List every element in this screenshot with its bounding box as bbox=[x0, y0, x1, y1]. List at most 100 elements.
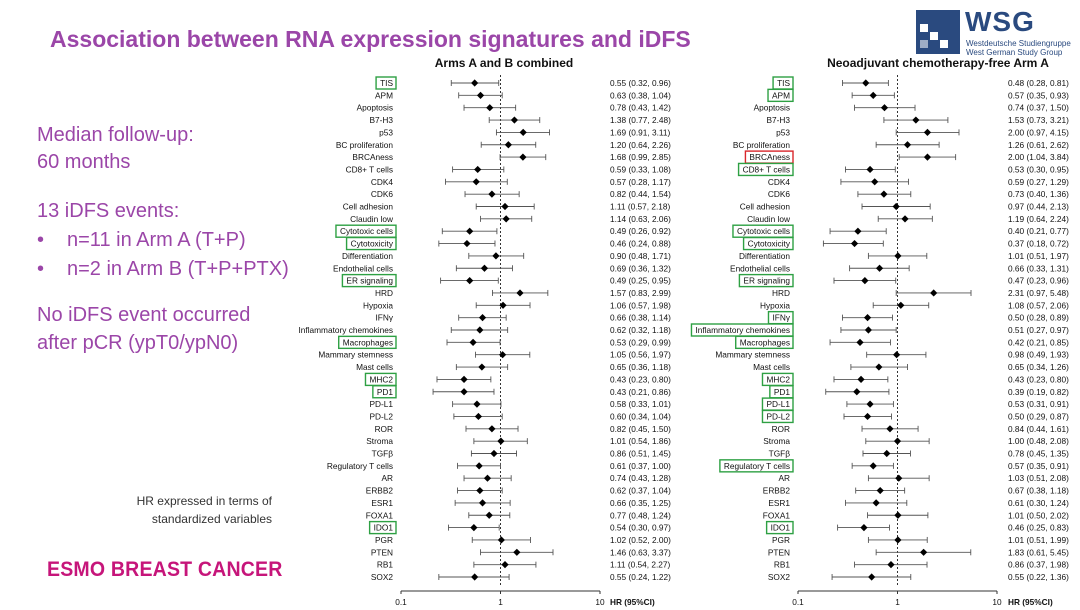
row-label: Endothelial cells bbox=[333, 263, 393, 273]
hr-value-text: 1.26 (0.61, 2.62) bbox=[1008, 140, 1069, 150]
row-label: p53 bbox=[379, 127, 393, 137]
row-label: BC proliferation bbox=[733, 140, 791, 150]
forest-row: TIS 0.48 (0.28, 0.81) bbox=[772, 76, 1069, 90]
hr-value-text: 0.62 (0.37, 1.04) bbox=[610, 486, 671, 496]
forest-row: ER signaling 0.49 (0.25, 0.95) bbox=[341, 273, 671, 288]
hr-point bbox=[460, 388, 468, 396]
hr-value-text: 0.57 (0.35, 0.93) bbox=[1008, 90, 1069, 100]
hr-point bbox=[876, 486, 884, 495]
x-axis-label: HR (95%CI) bbox=[1008, 597, 1053, 607]
hr-point bbox=[894, 536, 902, 544]
forest-row: BRCAness 1.68 (0.99, 2.85) bbox=[352, 152, 671, 162]
hr-value-text: 0.48 (0.28, 0.81) bbox=[1008, 78, 1069, 88]
row-label: SOX2 bbox=[371, 572, 394, 582]
hr-point bbox=[856, 338, 864, 346]
row-label: MHC2 bbox=[766, 374, 790, 384]
hr-point bbox=[864, 326, 873, 334]
row-label: B7-H3 bbox=[766, 115, 790, 125]
hr-point bbox=[474, 412, 483, 421]
hr-point bbox=[912, 116, 920, 124]
row-label: B7-H3 bbox=[369, 115, 393, 125]
hr-value-text: 0.49 (0.26, 0.92) bbox=[610, 226, 671, 236]
hr-value-text: 0.58 (0.33, 1.01) bbox=[610, 399, 671, 409]
row-label: TIS bbox=[380, 78, 393, 88]
hr-value-text: 1.02 (0.52, 2.00) bbox=[610, 535, 671, 545]
forest-row: Mammary stemness 0.98 (0.49, 1.93) bbox=[715, 350, 1069, 360]
hr-value-text: 0.65 (0.36, 1.18) bbox=[610, 362, 671, 372]
hr-point bbox=[510, 116, 519, 124]
wsg-logo: WSG Westdeutsche Studiengruppe West Germ… bbox=[916, 6, 1076, 58]
hr-value-text: 1.01 (0.50, 2.02) bbox=[1008, 510, 1069, 520]
hr-value-text: 0.55 (0.32, 0.96) bbox=[610, 78, 671, 88]
highlight-box bbox=[341, 273, 397, 288]
x-tick-label: 1 bbox=[895, 597, 900, 607]
forest-row: MHC2 0.43 (0.23, 0.80) bbox=[761, 372, 1069, 387]
hr-value-text: 0.53 (0.30, 0.95) bbox=[1008, 164, 1069, 174]
row-label: ER signaling bbox=[346, 276, 393, 286]
row-label: ROR bbox=[772, 424, 790, 434]
highlight-box bbox=[372, 385, 397, 399]
row-label: CDK6 bbox=[768, 189, 791, 199]
forest-row: IFNγ 0.50 (0.28, 0.89) bbox=[767, 310, 1069, 325]
hr-point bbox=[497, 536, 505, 544]
highlight-box bbox=[345, 236, 397, 251]
row-label: APM bbox=[375, 90, 393, 100]
hr-value-text: 0.74 (0.43, 1.28) bbox=[610, 473, 671, 483]
hr-point bbox=[903, 141, 912, 149]
forest-row: AR 1.03 (0.51, 2.08) bbox=[778, 473, 1069, 483]
forest-row: CDK4 0.57 (0.28, 1.17) bbox=[371, 177, 671, 187]
highlight-box bbox=[368, 520, 397, 535]
forest-row: APM 0.63 (0.38, 1.04) bbox=[375, 90, 671, 100]
forest-row: PD-L2 0.50 (0.29, 0.87) bbox=[761, 409, 1069, 424]
x-tick-label: 10 bbox=[595, 597, 605, 607]
forest-row: CDK6 0.82 (0.44, 1.54) bbox=[371, 189, 671, 199]
forest-row: B7-H3 1.38 (0.77, 2.48) bbox=[369, 115, 671, 125]
highlight-box bbox=[375, 76, 397, 90]
hr-point bbox=[850, 239, 859, 248]
row-label: ERBB2 bbox=[366, 486, 394, 496]
forest-row: BC proliferation 1.20 (0.64, 2.26) bbox=[336, 140, 671, 150]
hr-value-text: 1.11 (0.57, 2.18) bbox=[610, 202, 671, 212]
row-label: Cytotoxic cells bbox=[340, 226, 393, 236]
forest-row: MHC2 0.43 (0.23, 0.80) bbox=[364, 372, 671, 387]
hr-point bbox=[463, 239, 471, 248]
hr-value-text: 1.14 (0.63, 2.06) bbox=[610, 214, 671, 224]
hr-point bbox=[501, 561, 509, 569]
hr-value-text: 0.61 (0.37, 1.00) bbox=[610, 461, 671, 471]
row-label: APM bbox=[772, 90, 790, 100]
row-label: Apoptosis bbox=[357, 103, 393, 113]
hr-value-text: 0.63 (0.38, 1.04) bbox=[610, 90, 671, 100]
no-event-line1: No iDFS event occurred bbox=[37, 304, 251, 326]
wsg-logo-mark bbox=[916, 10, 960, 54]
forest-row: IDO1 0.46 (0.25, 0.83) bbox=[765, 520, 1069, 535]
hr-point bbox=[478, 499, 487, 507]
hr-point bbox=[492, 252, 500, 260]
forest-row: SOX2 0.55 (0.24, 1.22) bbox=[371, 572, 671, 582]
forest-row: Regulatory T cells 0.61 (0.37, 1.00) bbox=[327, 461, 671, 471]
hr-value-text: 0.77 (0.48, 1.24) bbox=[610, 510, 671, 520]
hr-value-text: 0.49 (0.25, 0.95) bbox=[610, 276, 671, 286]
hr-value-text: 0.43 (0.23, 0.80) bbox=[1008, 374, 1069, 384]
forest-plot-arm-a: Neoadjuvant chemotherapy-free Arm A TIS 0.… bbox=[690, 56, 1069, 607]
hr-point bbox=[483, 474, 492, 482]
hr-value-text: 0.90 (0.48, 1.71) bbox=[610, 251, 671, 261]
hr-value-text: 0.98 (0.49, 1.93) bbox=[1008, 350, 1069, 360]
row-label: Cytotoxic cells bbox=[737, 226, 790, 236]
highlight-box bbox=[742, 236, 794, 251]
hr-value-text: 1.06 (0.57, 1.98) bbox=[610, 300, 671, 310]
bullet-marker: • bbox=[37, 258, 45, 280]
hr-value-text: 0.43 (0.21, 0.86) bbox=[610, 387, 671, 397]
forest-row: HRD 1.57 (0.83, 2.99) bbox=[375, 288, 671, 298]
row-label: PD-L1 bbox=[766, 399, 790, 409]
hr-value-text: 0.54 (0.30, 0.97) bbox=[610, 523, 671, 533]
events-arm-a: n=11 in Arm A (T+P) bbox=[67, 229, 246, 251]
forest-row: Differentiation 1.01 (0.51, 1.97) bbox=[739, 251, 1069, 261]
highlight-box bbox=[338, 335, 397, 350]
row-label: CD8+ T cells bbox=[346, 164, 393, 174]
forest-row: RB1 1.11 (0.54, 2.27) bbox=[377, 560, 671, 570]
forest-row: ESR1 0.61 (0.30, 1.24) bbox=[768, 498, 1069, 508]
hr-point bbox=[476, 486, 484, 495]
forest-row: PD-L2 0.60 (0.34, 1.04) bbox=[369, 411, 671, 421]
forest-row: RB1 0.86 (0.37, 1.98) bbox=[774, 560, 1069, 570]
hr-point bbox=[475, 462, 483, 470]
